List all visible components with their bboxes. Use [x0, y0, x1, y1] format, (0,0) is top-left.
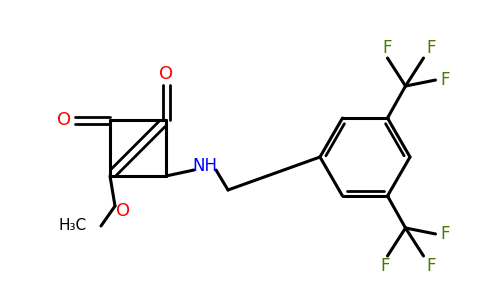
Text: O: O — [159, 65, 173, 83]
Text: F: F — [427, 257, 436, 275]
Text: O: O — [57, 111, 71, 129]
Text: NH: NH — [193, 157, 217, 175]
Text: F: F — [441, 225, 450, 243]
Text: O: O — [116, 202, 130, 220]
Text: H₃C: H₃C — [59, 218, 87, 233]
Text: F: F — [441, 71, 450, 89]
Text: F: F — [383, 39, 392, 57]
Text: F: F — [427, 39, 436, 57]
Text: F: F — [381, 257, 390, 275]
